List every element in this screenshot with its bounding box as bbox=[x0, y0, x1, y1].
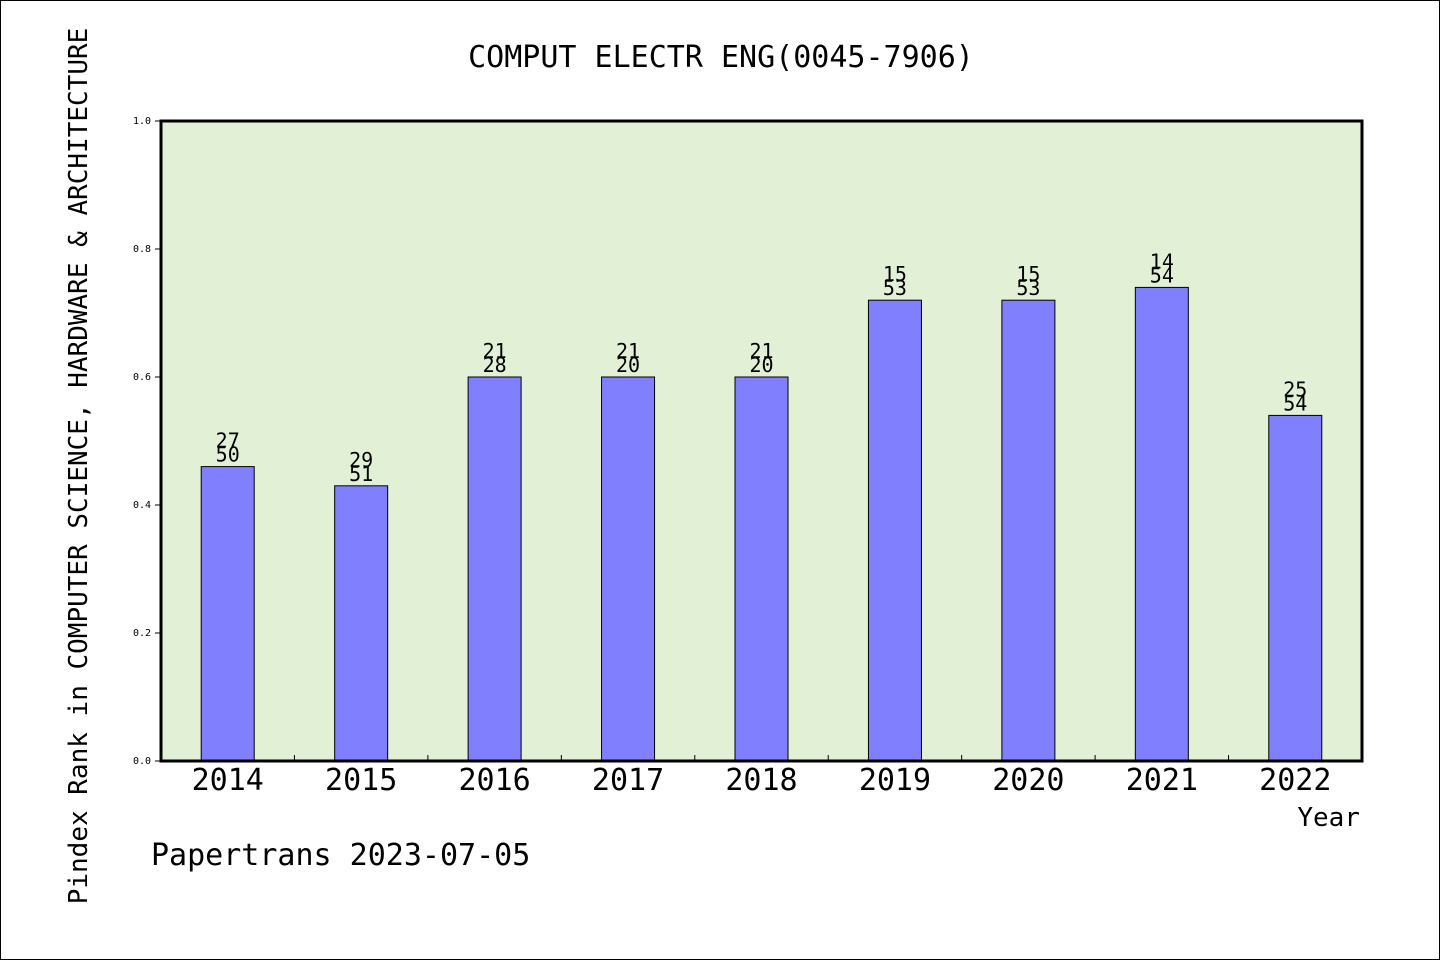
bar-total-label-2022: 54 bbox=[1283, 391, 1307, 415]
bar-rank-label-2022: 25 bbox=[1283, 377, 1307, 401]
bar-2015 bbox=[334, 485, 389, 762]
bar-2017 bbox=[601, 376, 656, 762]
bar-rank-label-2017: 21 bbox=[616, 339, 640, 363]
bar-rank-label-2018: 21 bbox=[749, 339, 773, 363]
x-tick-label-2022: 2022 bbox=[1259, 763, 1331, 798]
y-tick-label-0.8: 0.8 bbox=[133, 244, 151, 255]
x-tick-label-2021: 2021 bbox=[1126, 763, 1198, 798]
bars-group bbox=[200, 286, 1323, 762]
y-axis-title: Pindex Rank in COMPUTER SCIENCE, HARDWAR… bbox=[64, 28, 94, 905]
bar-rank-label-2014: 27 bbox=[216, 429, 240, 453]
x-axis-title: Year bbox=[1297, 803, 1360, 833]
y-tick-label-0.6: 0.6 bbox=[133, 372, 151, 383]
x-tick-label-2015: 2015 bbox=[325, 763, 397, 798]
bar-2016 bbox=[467, 376, 522, 762]
x-tick-label-2017: 2017 bbox=[592, 763, 664, 798]
bar-total-label-2014: 50 bbox=[216, 443, 240, 467]
bar-total-label-2015: 51 bbox=[349, 462, 373, 486]
x-tick-label-2019: 2019 bbox=[859, 763, 931, 798]
bar-total-label-2018: 20 bbox=[749, 353, 773, 377]
bar-rank-label-2016: 21 bbox=[483, 339, 507, 363]
bar-total-label-2016: 28 bbox=[483, 353, 507, 377]
chart-title: COMPUT ELECTR ENG(0045-7906) bbox=[468, 40, 974, 75]
y-tick-label-0.4: 0.4 bbox=[133, 500, 151, 511]
y-tick-label-0.0: 0.0 bbox=[133, 756, 151, 767]
footer-credit: Papertrans 2023-07-05 bbox=[151, 838, 530, 873]
x-tick-label-2018: 2018 bbox=[725, 763, 797, 798]
plot-border bbox=[159, 119, 1364, 763]
bar-2019 bbox=[867, 299, 922, 762]
bar-2014 bbox=[200, 466, 255, 762]
x-tick-label-2014: 2014 bbox=[192, 763, 264, 798]
x-axis: 2014 2015 2016 2017 2018 2019 2020 2021 2022 bbox=[192, 755, 1331, 798]
y-tick-label-0.2: 0.2 bbox=[133, 628, 151, 639]
bar-total-label-2021: 54 bbox=[1150, 263, 1174, 287]
x-tick-label-2016: 2016 bbox=[458, 763, 530, 798]
bar-2021 bbox=[1134, 286, 1189, 762]
bar-total-label-2019: 53 bbox=[883, 276, 907, 300]
bar-rank-label-2020: 15 bbox=[1016, 262, 1040, 286]
bar-total-label-2020: 53 bbox=[1016, 276, 1040, 300]
bar-rank-label-2021: 14 bbox=[1150, 249, 1174, 273]
bar-2020 bbox=[1001, 299, 1056, 762]
y-tick-label-1.0: 1.0 bbox=[133, 116, 151, 127]
bar-rank-label-2015: 29 bbox=[349, 448, 373, 472]
bar-total-label-2017: 20 bbox=[616, 353, 640, 377]
bar-2022 bbox=[1268, 414, 1323, 762]
x-tick-label-2020: 2020 bbox=[992, 763, 1064, 798]
bar-rank-label-2019: 15 bbox=[883, 262, 907, 286]
bar-2018 bbox=[734, 376, 789, 762]
y-axis: 0.0 0.2 0.4 0.6 0.8 1.0 bbox=[133, 116, 161, 767]
